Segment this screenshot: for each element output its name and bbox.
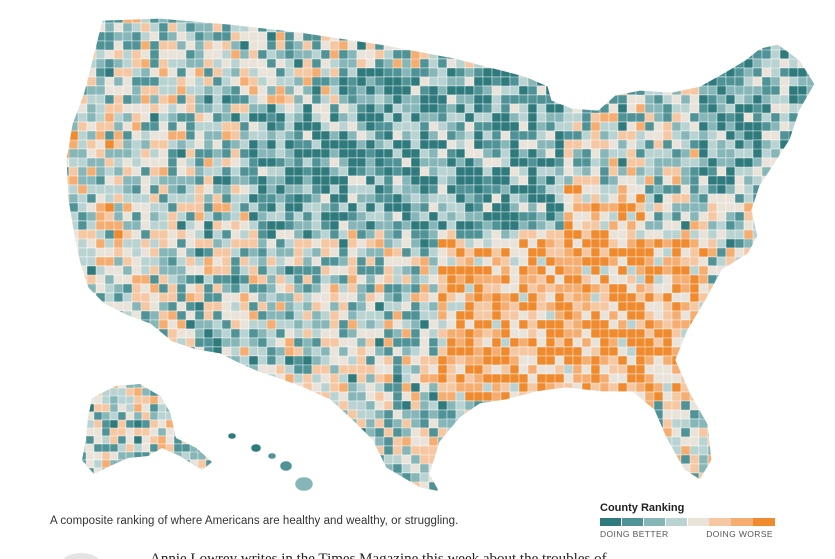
- us-county-map[interactable]: [0, 0, 835, 510]
- legend-title: County Ranking: [600, 502, 685, 514]
- author-avatar: [62, 553, 100, 559]
- legend-swatch: [731, 518, 753, 526]
- article-snippet: Annie Lowrey writes in the Times Magazin…: [150, 551, 607, 559]
- legend-swatch: [753, 518, 775, 526]
- legend: County Ranking DOING BETTER DOING WORSE: [600, 502, 775, 541]
- legend-swatch: [600, 518, 622, 526]
- legend-swatch: [621, 518, 644, 526]
- legend-swatches: [600, 518, 775, 526]
- legend-swatch: [665, 518, 688, 526]
- legend-low-label: DOING BETTER: [600, 529, 669, 539]
- legend-swatch: [643, 518, 666, 526]
- legend-swatch: [687, 518, 709, 526]
- legend-swatch: [709, 518, 731, 526]
- legend-high-label: DOING WORSE: [706, 529, 773, 539]
- map-caption: A composite ranking of where Americans a…: [50, 515, 459, 527]
